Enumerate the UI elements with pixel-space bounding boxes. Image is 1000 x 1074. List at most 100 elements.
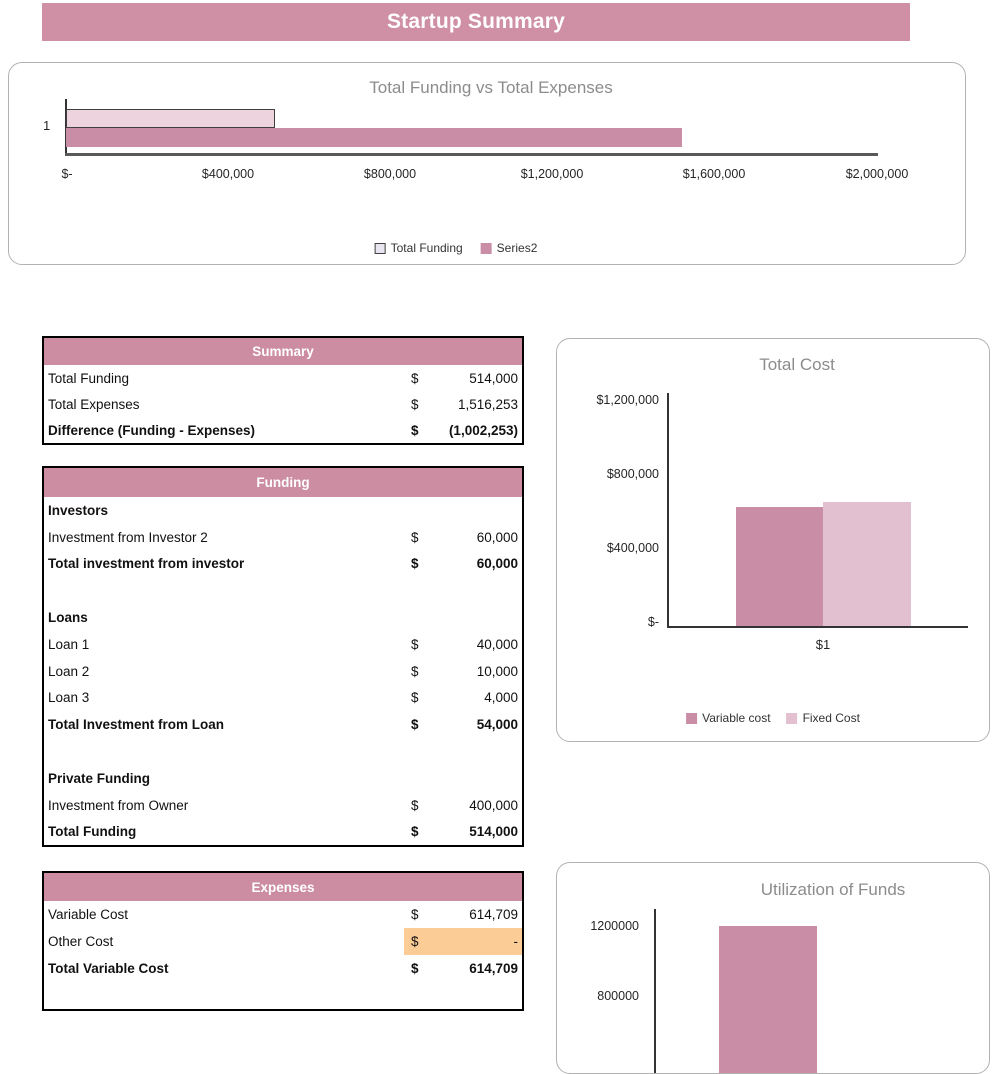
- table-body: Investors Investment from Investor 2 $60,0…: [44, 497, 522, 845]
- row-amount-cell[interactable]: [404, 604, 522, 631]
- currency-symbol: $: [411, 797, 419, 813]
- row-label-cell[interactable]: Private Funding: [48, 770, 151, 786]
- currency-symbol: $: [411, 396, 419, 412]
- page-title: Startup Summary: [42, 3, 910, 41]
- table-body: Variable Cost $614,709 Other Cost $ - Total V…: [44, 901, 522, 1009]
- legend-marker-fixed-cost-icon: [786, 712, 798, 724]
- table-row: Investors: [44, 497, 522, 524]
- row-label-cell[interactable]: Variable Cost: [48, 907, 129, 922]
- amount-value: (1,002,253): [448, 422, 518, 438]
- row-label-cell[interactable]: Total Investment from Loan: [48, 717, 225, 733]
- row-label-cell[interactable]: Loans: [48, 610, 88, 626]
- row-amount-cell[interactable]: [404, 577, 522, 604]
- row-amount-cell[interactable]: $514,000: [404, 365, 522, 391]
- y-tick: $400,000: [606, 541, 659, 555]
- table-row: Loan 2 $10,000: [44, 658, 522, 685]
- currency-symbol: $: [411, 824, 419, 840]
- amount-value: 614,709: [469, 961, 518, 976]
- table-row: Private Funding: [44, 765, 522, 792]
- chart-title: Utilization of Funds: [760, 880, 906, 899]
- row-amount-cell[interactable]: $60,000: [404, 551, 522, 578]
- legend-label: Fixed Cost: [802, 711, 860, 725]
- y-tick: 1200000: [590, 919, 639, 933]
- row-amount-cell[interactable]: [404, 765, 522, 792]
- row-amount-cell[interactable]: [404, 982, 522, 1009]
- y-axis-line: [65, 99, 67, 155]
- y-tick: $-: [647, 615, 659, 629]
- currency-symbol: $: [411, 663, 419, 679]
- row-amount-cell[interactable]: $614,709: [404, 901, 522, 928]
- row-amount-cell[interactable]: $10,000: [404, 658, 522, 685]
- x-tick: $800,000: [363, 167, 417, 181]
- amount-value: 4,000: [484, 690, 518, 706]
- row-amount-cell[interactable]: $54,000: [404, 711, 522, 738]
- row-label-cell[interactable]: Loan 1: [48, 636, 90, 652]
- bar-utilization[interactable]: [719, 926, 817, 1073]
- row-label-cell[interactable]: Loan 3: [48, 690, 90, 706]
- amount-value: 54,000: [476, 717, 518, 733]
- table-row: [44, 982, 522, 1009]
- row-label-cell[interactable]: Investment from Owner: [48, 797, 189, 813]
- row-label-cell[interactable]: Total Funding: [48, 370, 130, 386]
- amount-value: 514,000: [469, 370, 518, 386]
- table-header: Expenses: [44, 873, 522, 901]
- table-row: Variable Cost $614,709: [44, 901, 522, 928]
- amount-value: 400,000: [469, 797, 518, 813]
- legend-marker-total-funding-icon: [374, 242, 386, 254]
- row-label-cell[interactable]: Difference (Funding - Expenses): [48, 422, 256, 438]
- amount-value: 40,000: [476, 636, 518, 652]
- row-label-cell[interactable]: Loan 2: [48, 663, 90, 679]
- bar-total-funding[interactable]: [66, 109, 275, 128]
- expenses-table: Expenses Variable Cost $614,709 Other Cost…: [42, 871, 524, 1011]
- row-label-cell[interactable]: Total Variable Cost: [48, 961, 169, 976]
- legend-item-fixed-cost[interactable]: Fixed Cost: [786, 711, 860, 725]
- row-amount-cell[interactable]: $400,000: [404, 792, 522, 819]
- row-amount-cell[interactable]: $60,000: [404, 524, 522, 551]
- row-label-cell[interactable]: Investors: [48, 502, 109, 518]
- amount-value: 10,000: [476, 663, 518, 679]
- row-amount-cell[interactable]: $1,516,253: [404, 391, 522, 417]
- legend-item-total-funding[interactable]: Total Funding: [374, 241, 463, 255]
- table-row: Total Investment from Loan $54,000: [44, 711, 522, 738]
- row-amount-cell[interactable]: [404, 738, 522, 765]
- summary-table: Summary Total Funding $514,000 Total Expen…: [42, 336, 524, 445]
- row-label-cell[interactable]: Total Expenses: [48, 396, 140, 412]
- row-amount-cell[interactable]: $514,000: [404, 819, 522, 846]
- legend-item-variable-cost[interactable]: Variable cost: [686, 711, 771, 725]
- currency-symbol: $: [411, 370, 419, 386]
- row-amount-cell[interactable]: $4,000: [404, 685, 522, 712]
- bar-series2[interactable]: [66, 128, 682, 147]
- legend-marker-series2-icon: [480, 242, 492, 254]
- chart-total-cost: Total Cost $1,200,000 $800,000 $400,000 …: [556, 338, 990, 742]
- legend-marker-variable-cost-icon: [686, 712, 698, 724]
- bar-fixed-cost[interactable]: [823, 501, 911, 626]
- row-amount-cell[interactable]: $614,709: [404, 955, 522, 982]
- legend-item-series2[interactable]: Series2: [480, 241, 537, 255]
- row-amount-cell[interactable]: $ -: [404, 928, 522, 955]
- table-row: Total Variable Cost $614,709: [44, 955, 522, 982]
- row-amount-cell[interactable]: $ (1,002,253): [404, 417, 522, 443]
- row-label-cell[interactable]: Other Cost: [48, 934, 114, 949]
- amount-value: 514,000: [469, 824, 518, 840]
- x-tick: $1,600,000: [682, 167, 746, 181]
- amount-value: 1,516,253: [457, 396, 518, 412]
- chart-title: Total Cost: [759, 355, 835, 374]
- currency-symbol: $: [411, 556, 419, 572]
- amount-value: 614,709: [469, 907, 518, 922]
- x-tick: $-: [61, 167, 73, 181]
- table-row: Total Funding $514,000: [44, 365, 522, 391]
- chart-funding-vs-expenses: Total Funding vs Total Expenses 1 $- $40…: [8, 62, 966, 265]
- currency-symbol: $: [411, 717, 419, 733]
- y-axis-line: [667, 393, 669, 627]
- table-row: Total Expenses $1,516,253: [44, 391, 522, 417]
- row-amount-cell[interactable]: $40,000: [404, 631, 522, 658]
- table-row: Loan 1 $40,000: [44, 631, 522, 658]
- y-axis-category-label: 1: [43, 118, 51, 133]
- row-label-cell[interactable]: Total investment from investor: [48, 556, 245, 572]
- row-label-cell[interactable]: Investment from Investor 2: [48, 529, 208, 545]
- row-amount-cell[interactable]: [404, 497, 522, 524]
- row-label-cell[interactable]: Total Funding: [48, 824, 137, 840]
- bar-variable-cost[interactable]: [736, 506, 823, 626]
- table-row: Investment from Owner $400,000: [44, 792, 522, 819]
- chart-legend: Variable cost Fixed Cost: [686, 711, 860, 725]
